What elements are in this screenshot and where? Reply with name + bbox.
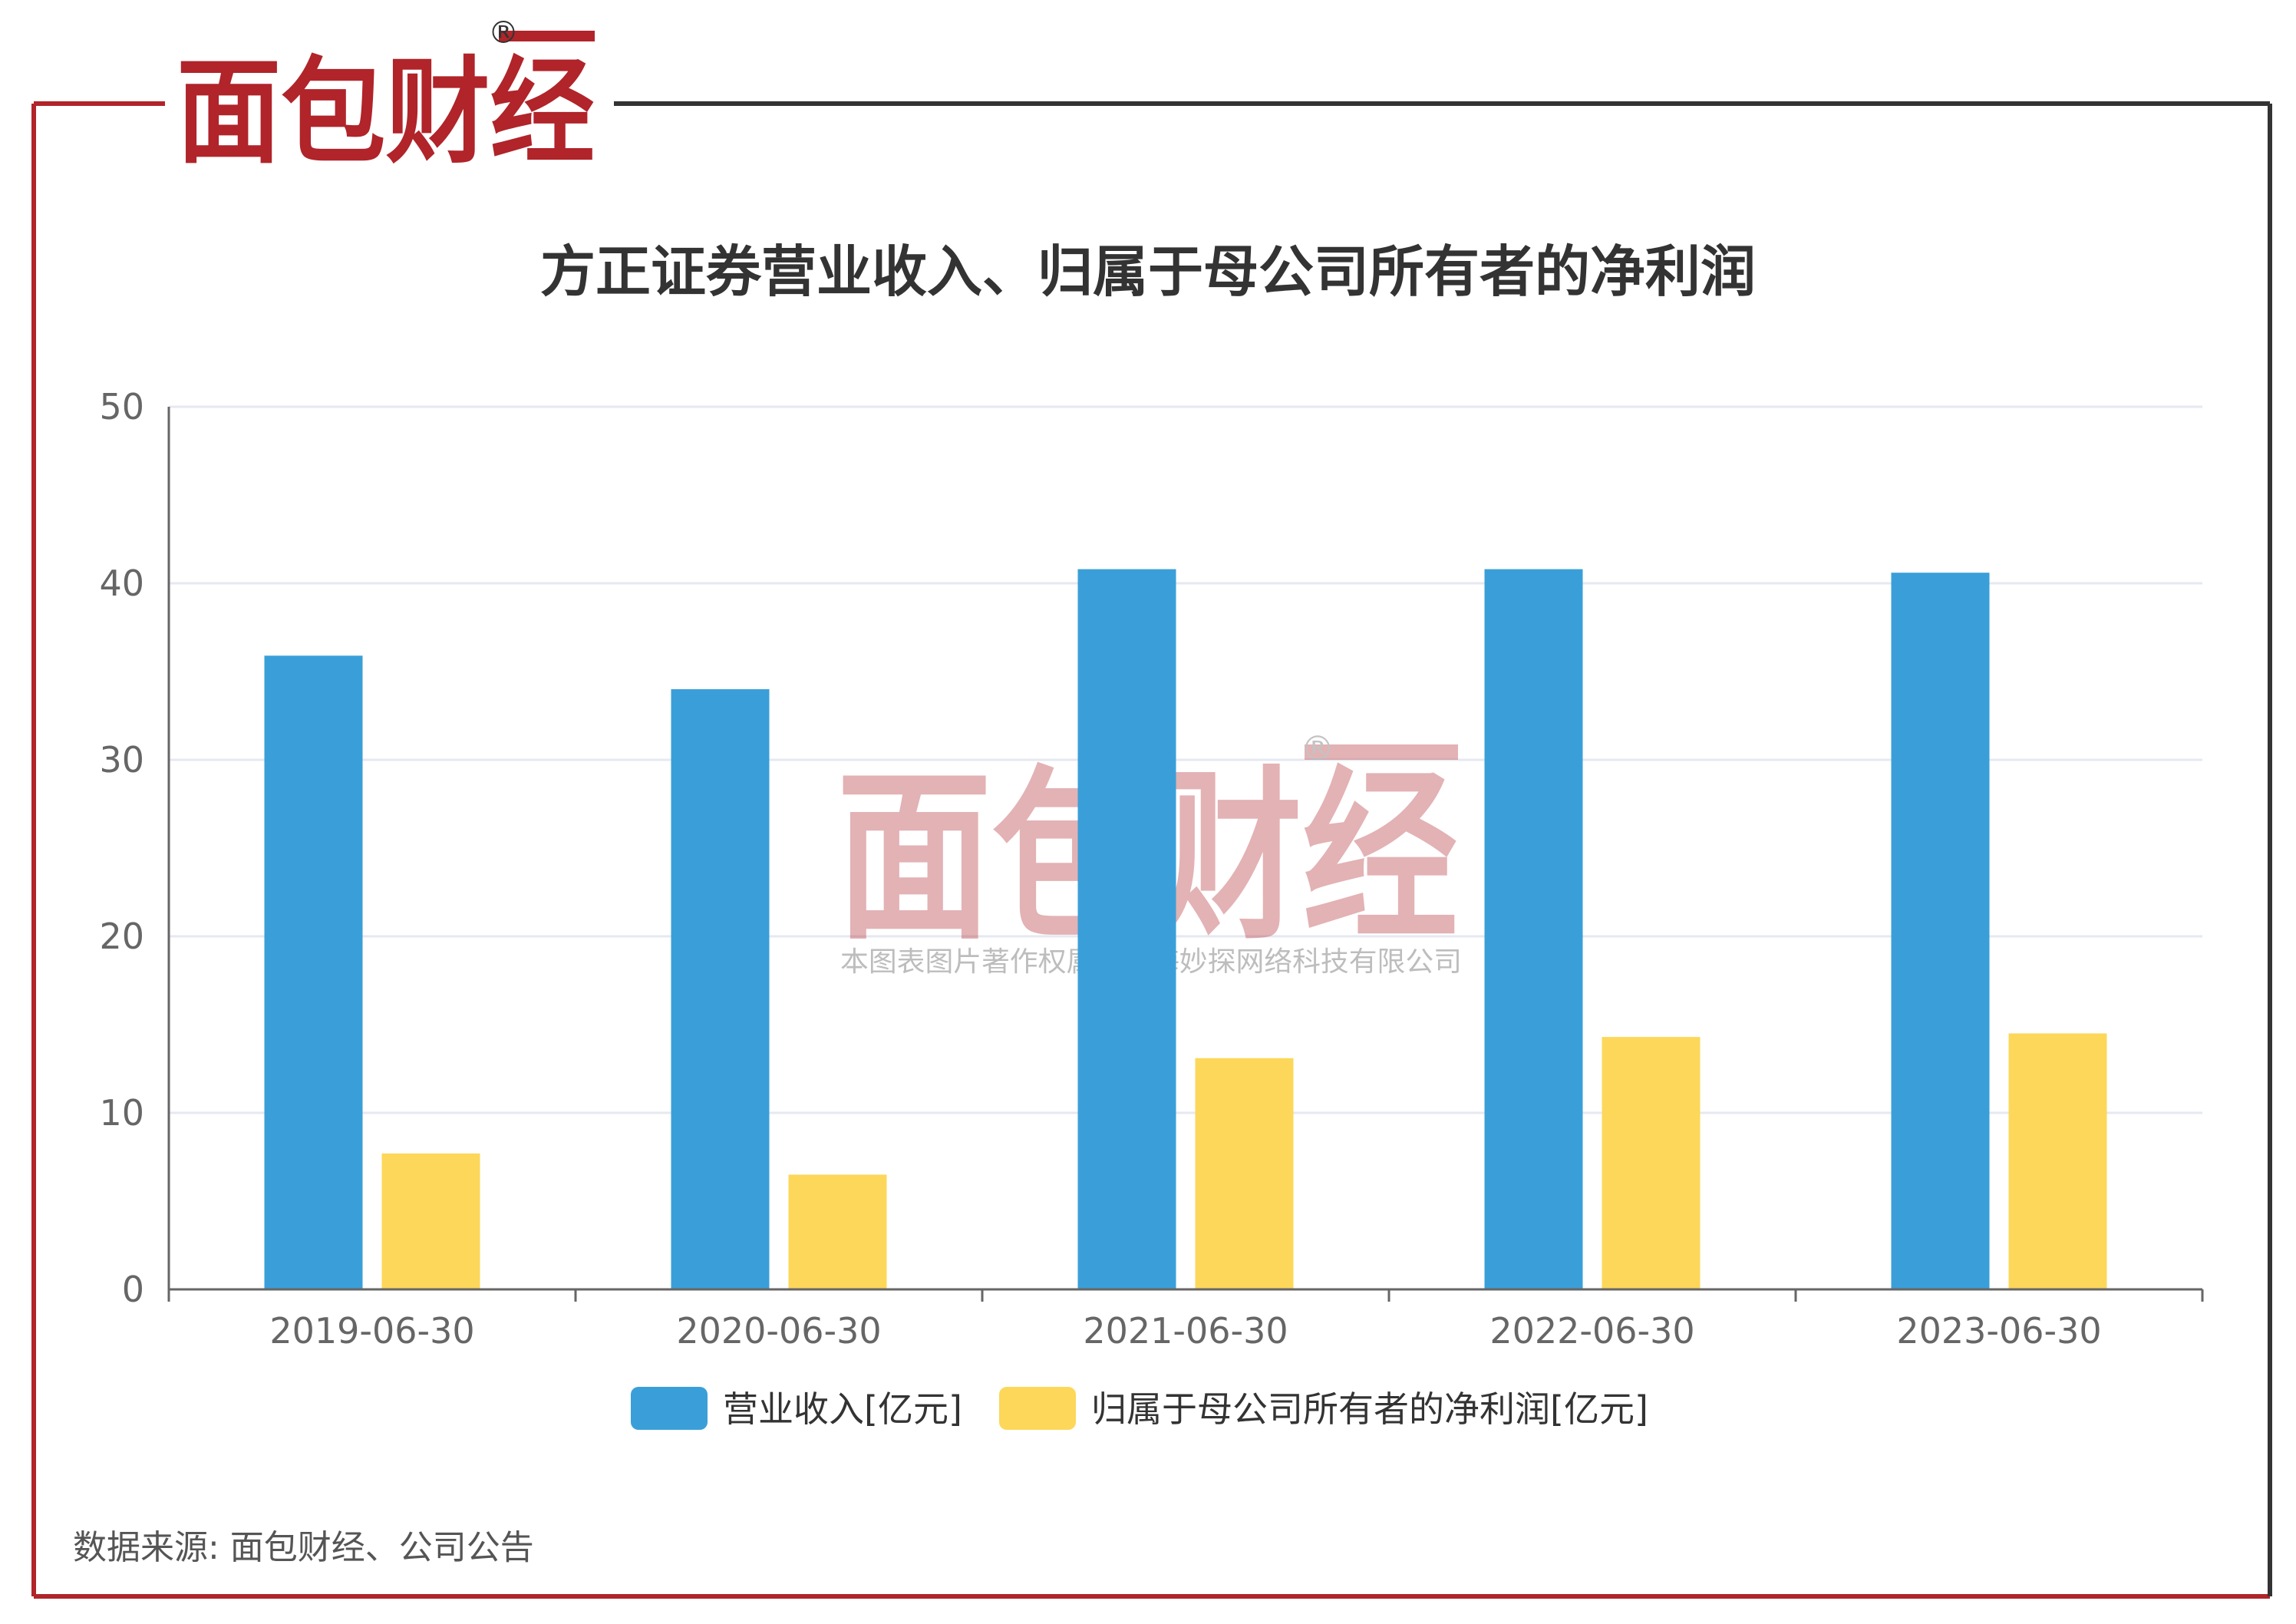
x-tick-label: 2021-06-30 bbox=[1083, 1310, 1288, 1352]
legend[interactable]: 营业收入[亿元] 归属于母公司所有者的净利润[亿元] bbox=[631, 1387, 1648, 1430]
chart-title: 方正证券营业收入、归属于母公司所有者的净利润 bbox=[539, 239, 1756, 304]
x-tick-label: 2023-06-30 bbox=[1896, 1310, 2101, 1352]
bar-net-profit-2020-06-30[interactable] bbox=[788, 1174, 887, 1290]
legend-item-net-profit[interactable]: 归属于母公司所有者的净利润[亿元] bbox=[999, 1387, 1648, 1430]
bar-revenue-2022-06-30[interactable] bbox=[1484, 569, 1583, 1289]
watermark-registered-mark: ® bbox=[1301, 729, 1334, 768]
bar-revenue-2023-06-30[interactable] bbox=[1891, 573, 1990, 1289]
gridlines bbox=[169, 405, 2202, 1114]
legend-label: 营业收入[亿元] bbox=[723, 1388, 962, 1430]
x-tick-label: 2022-06-30 bbox=[1489, 1310, 1694, 1352]
y-tick-label: 30 bbox=[99, 739, 144, 781]
brand-logo-text: 面包财经 bbox=[176, 46, 595, 180]
registered-mark: ® bbox=[488, 15, 519, 51]
legend-item-revenue[interactable]: 营业收入[亿元] bbox=[631, 1387, 962, 1430]
y-tick-label: 50 bbox=[99, 386, 144, 427]
x-tick-label: 2020-06-30 bbox=[676, 1310, 881, 1352]
bar-revenue-2019-06-30[interactable] bbox=[264, 655, 363, 1289]
legend-swatch bbox=[999, 1387, 1076, 1430]
x-tick-label: 2019-06-30 bbox=[269, 1310, 474, 1352]
bar-net-profit-2022-06-30[interactable] bbox=[1602, 1037, 1701, 1289]
axes: 0 10 20 30 40 50 2019-06-30 2020-06-30 2021-06-3… bbox=[99, 386, 2204, 1352]
brand-logo: 面包财经 ® bbox=[176, 15, 595, 180]
bar-net-profit-2019-06-30[interactable] bbox=[381, 1153, 480, 1289]
bars bbox=[264, 569, 2107, 1290]
y-tick-label: 40 bbox=[99, 563, 144, 604]
source-note: 数据来源: 面包财经、公司公告 bbox=[73, 1528, 534, 1567]
bar-revenue-2021-06-30[interactable] bbox=[1077, 569, 1176, 1289]
legend-swatch bbox=[631, 1387, 708, 1430]
bar-net-profit-2023-06-30[interactable] bbox=[2008, 1033, 2107, 1290]
y-tick-label: 20 bbox=[99, 916, 144, 957]
legend-label: 归属于母公司所有者的净利润[亿元] bbox=[1091, 1388, 1648, 1430]
bar-net-profit-2021-06-30[interactable] bbox=[1195, 1058, 1294, 1289]
y-tick-label: 0 bbox=[122, 1269, 144, 1310]
y-tick-label: 10 bbox=[99, 1092, 144, 1134]
bar-revenue-2020-06-30[interactable] bbox=[671, 689, 770, 1289]
